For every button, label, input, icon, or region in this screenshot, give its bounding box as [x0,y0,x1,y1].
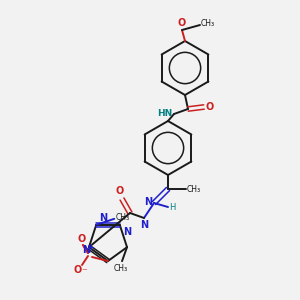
Text: N: N [140,220,148,230]
Text: HN: HN [157,110,172,118]
Text: CH₃: CH₃ [201,20,215,28]
Text: CH₃: CH₃ [115,213,129,222]
Text: O: O [178,18,186,28]
Text: O: O [206,102,214,112]
Text: +: + [88,242,94,251]
Text: CH₃: CH₃ [187,184,201,194]
Text: N: N [144,197,152,207]
Text: ⁻: ⁻ [81,267,87,277]
Text: CH₃: CH₃ [114,264,128,273]
Text: O: O [116,186,124,196]
Text: N: N [99,213,107,223]
Text: O: O [78,234,86,244]
Text: H: H [169,203,175,212]
Text: O: O [74,265,82,275]
Text: N: N [82,245,90,255]
Text: N: N [123,227,131,237]
